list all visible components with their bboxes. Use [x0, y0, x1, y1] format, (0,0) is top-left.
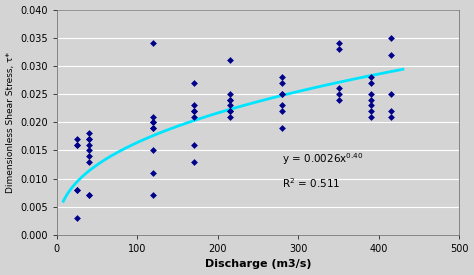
Point: [73, 216, 81, 220]
Point: [226, 109, 234, 113]
Point: [278, 103, 286, 108]
Point: [190, 103, 198, 108]
Point: [387, 114, 394, 119]
Point: [150, 120, 157, 124]
Point: [73, 188, 81, 192]
Point: [335, 92, 342, 96]
Point: [226, 58, 234, 62]
Point: [278, 81, 286, 85]
Point: [85, 193, 93, 198]
Point: [190, 114, 198, 119]
Point: [85, 160, 93, 164]
Point: [367, 75, 374, 79]
Point: [367, 114, 374, 119]
Point: [150, 171, 157, 175]
Point: [226, 103, 234, 108]
Point: [150, 120, 157, 124]
Point: [150, 114, 157, 119]
Point: [190, 142, 198, 147]
Point: [150, 126, 157, 130]
Point: [190, 81, 198, 85]
Point: [278, 75, 286, 79]
Point: [190, 160, 198, 164]
Point: [85, 148, 93, 153]
Point: [85, 193, 93, 198]
Point: [387, 92, 394, 96]
Point: [226, 109, 234, 113]
Point: [387, 109, 394, 113]
Point: [335, 41, 342, 46]
Y-axis label: Dimensionless Shear Stress, τ*: Dimensionless Shear Stress, τ*: [6, 52, 15, 193]
Text: y = 0.0026x$^{0.40}$: y = 0.0026x$^{0.40}$: [282, 152, 364, 167]
Point: [150, 193, 157, 198]
Point: [226, 92, 234, 96]
Point: [85, 142, 93, 147]
X-axis label: Discharge (m3/s): Discharge (m3/s): [205, 259, 311, 270]
Point: [85, 154, 93, 158]
Point: [387, 53, 394, 57]
Point: [335, 47, 342, 51]
Point: [73, 188, 81, 192]
Point: [226, 97, 234, 102]
Point: [150, 126, 157, 130]
Point: [278, 92, 286, 96]
Point: [367, 92, 374, 96]
Point: [85, 131, 93, 136]
Point: [278, 109, 286, 113]
Point: [226, 97, 234, 102]
Point: [190, 109, 198, 113]
Point: [226, 114, 234, 119]
Point: [73, 142, 81, 147]
Point: [387, 35, 394, 40]
Point: [85, 137, 93, 141]
Point: [335, 86, 342, 91]
Text: R$^2$ = 0.511: R$^2$ = 0.511: [282, 176, 340, 190]
Point: [190, 109, 198, 113]
Point: [367, 109, 374, 113]
Point: [278, 92, 286, 96]
Point: [150, 41, 157, 46]
Point: [85, 137, 93, 141]
Point: [150, 148, 157, 153]
Point: [73, 142, 81, 147]
Point: [367, 103, 374, 108]
Point: [335, 97, 342, 102]
Point: [73, 137, 81, 141]
Point: [367, 97, 374, 102]
Point: [278, 126, 286, 130]
Point: [367, 81, 374, 85]
